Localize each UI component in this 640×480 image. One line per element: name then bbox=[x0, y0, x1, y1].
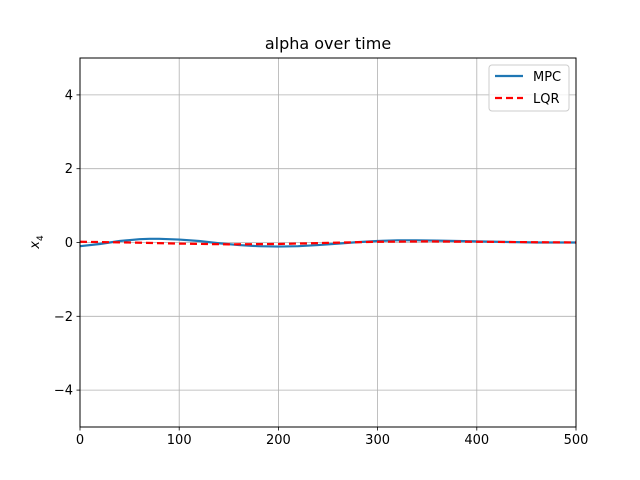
x-tick-label: 0 bbox=[76, 433, 84, 448]
y-axis-label-base: x bbox=[28, 241, 43, 250]
x-tick-label: 400 bbox=[464, 433, 489, 448]
y-axis-label-sub: 4 bbox=[36, 235, 46, 241]
series-line-lqr bbox=[79, 240, 577, 246]
legend-label-lqr: LQR bbox=[533, 92, 560, 107]
legend-label-mpc: MPC bbox=[533, 70, 561, 85]
y-tick-label: −2 bbox=[54, 310, 73, 325]
y-axis: −4 −2 0 2 4 bbox=[54, 88, 80, 399]
y-tick-label: 0 bbox=[65, 236, 73, 251]
y-axis-label: x4 bbox=[28, 235, 46, 250]
x-axis: 0 100 200 300 400 500 bbox=[76, 427, 589, 448]
x-tick-label: 100 bbox=[167, 433, 192, 448]
y-tick-label: −4 bbox=[54, 384, 73, 399]
x-tick-label: 200 bbox=[266, 433, 291, 448]
y-tick-label: 4 bbox=[65, 88, 73, 103]
y-tick-label: 2 bbox=[65, 162, 73, 177]
legend: MPC LQR bbox=[488, 64, 570, 112]
x-tick-label: 500 bbox=[564, 433, 589, 448]
chart-title: alpha over time bbox=[265, 34, 391, 53]
series-layer bbox=[79, 237, 577, 248]
x-tick-label: 300 bbox=[365, 433, 390, 448]
